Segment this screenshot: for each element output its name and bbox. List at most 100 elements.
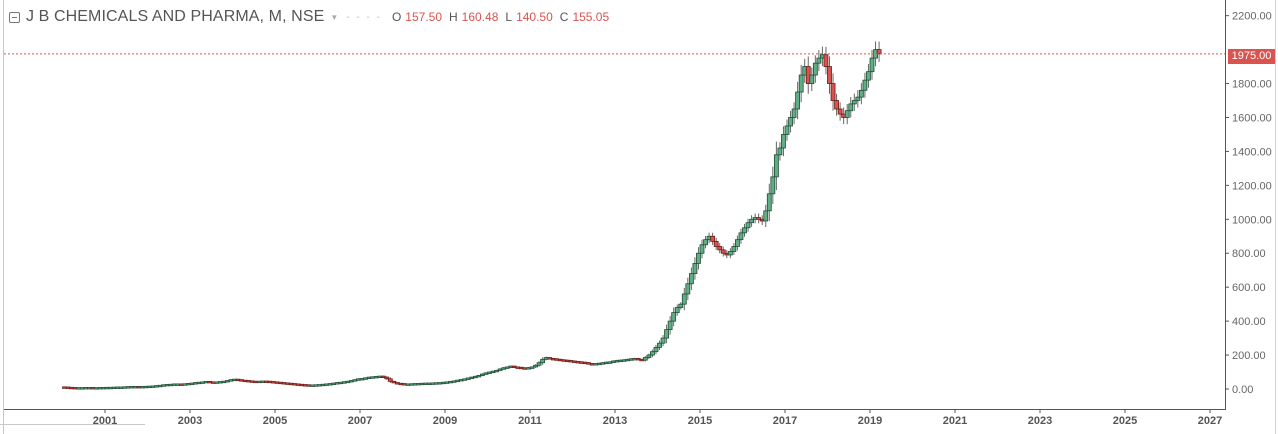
candle-up xyxy=(858,89,864,98)
candle-up xyxy=(692,263,698,275)
candle-up xyxy=(862,79,868,91)
x-tick-label: 2013 xyxy=(603,415,627,427)
candle-up xyxy=(727,251,733,256)
x-tick-label: 2007 xyxy=(348,415,372,427)
candle-up xyxy=(795,91,801,110)
candle-up xyxy=(653,347,659,353)
ohlc-close-value: 155.05 xyxy=(572,10,610,24)
candle-up xyxy=(749,218,754,224)
x-tick-label: 2027 xyxy=(1198,415,1222,427)
candle-up xyxy=(773,154,779,178)
candle-up xyxy=(540,358,546,364)
indicator-placeholder: - - - - xyxy=(346,11,382,23)
candle-up xyxy=(642,357,648,361)
candle-up xyxy=(745,222,751,229)
candle-up xyxy=(529,366,535,369)
candle-up xyxy=(812,62,818,76)
right-edge-border xyxy=(1275,0,1276,434)
candle-up xyxy=(798,74,804,93)
candle-up xyxy=(869,57,875,73)
ohlc-open-label: O xyxy=(391,10,402,24)
candle-up xyxy=(766,193,772,212)
x-tick-label: 2017 xyxy=(773,415,797,427)
candle-up xyxy=(791,108,797,118)
candles xyxy=(62,41,882,390)
candle-up xyxy=(688,273,694,285)
candle-up xyxy=(763,210,769,222)
y-tick-label: 1400.00 xyxy=(1232,146,1272,158)
candle-up xyxy=(681,293,687,305)
y-tick-label: 2200.00 xyxy=(1232,11,1272,23)
ohlc-low-value: 140.50 xyxy=(516,10,553,24)
candle-down xyxy=(717,246,723,251)
symbol-title[interactable]: J B CHEMICALS AND PHARMA, M, NSE xyxy=(26,8,325,25)
x-axis[interactable]: 2001 2003 2005 2007 2009 2011 2013 2015 2017 2019… xyxy=(93,409,1222,427)
x-tick-label: 2021 xyxy=(943,415,967,427)
candle-up xyxy=(476,375,482,378)
ohlc-high-value: 160.48 xyxy=(461,10,499,24)
y-tick-label: 1800.00 xyxy=(1232,79,1272,91)
candle-up xyxy=(678,303,684,308)
y-tick-label: 400.00 xyxy=(1232,316,1266,328)
candle-down xyxy=(710,235,716,242)
x-tick-label: 2011 xyxy=(518,415,542,427)
candle-up xyxy=(788,117,793,127)
candle-down xyxy=(827,66,832,84)
candle-down xyxy=(713,240,719,247)
y-tick-label: 800.00 xyxy=(1232,248,1266,260)
candle-up xyxy=(660,337,666,344)
ohlc-high-label: H xyxy=(449,10,458,24)
y-axis[interactable]: 0.00 200.00 400.00 600.00 800.00 1000.00 1200.… xyxy=(1225,11,1272,396)
current-price-tag: 1975.00 xyxy=(1228,49,1275,64)
ohlc-open-value: 157.50 xyxy=(405,10,442,24)
candle-up xyxy=(685,283,691,295)
x-tick-label: 2001 xyxy=(93,415,117,427)
candle-up xyxy=(777,147,783,156)
candle-up xyxy=(646,354,652,359)
candle-up xyxy=(816,57,822,64)
x-tick-label: 2023 xyxy=(1028,415,1052,427)
candle-down xyxy=(834,100,839,110)
candle-up xyxy=(855,96,861,101)
candle-up xyxy=(699,244,705,254)
candle-up xyxy=(494,369,499,373)
x-tick-label: 2005 xyxy=(263,415,287,427)
y-tick-label: 0.00 xyxy=(1232,384,1253,396)
x-tick-label: 2003 xyxy=(178,415,202,427)
y-tick-label: 1600.00 xyxy=(1232,112,1272,124)
candle-up xyxy=(480,373,485,376)
x-tick-label: 2015 xyxy=(688,415,712,427)
candle-up xyxy=(809,74,815,84)
ohlc-low-label: L xyxy=(505,10,513,24)
candle-down xyxy=(720,249,726,254)
candle-up xyxy=(770,176,776,195)
candle-up xyxy=(848,103,854,112)
x-tick-label: 2009 xyxy=(433,415,457,427)
chart-legend: J B CHEMICALS AND PHARMA, M, NSE ▼ - - -… xyxy=(9,7,616,27)
y-tick-label: 1000.00 xyxy=(1232,214,1272,226)
collapse-icon[interactable] xyxy=(9,11,20,23)
bottom-scrollbar[interactable] xyxy=(0,424,145,425)
y-tick-label: 200.00 xyxy=(1232,350,1266,362)
candle-up xyxy=(784,125,790,135)
candle-up xyxy=(664,329,669,339)
candle-down xyxy=(823,54,829,67)
x-tick-label: 2019 xyxy=(858,415,882,427)
candle-up xyxy=(497,368,503,371)
candle-up xyxy=(696,252,701,264)
candle-down xyxy=(756,217,762,220)
candle-up xyxy=(866,71,871,81)
candle-down xyxy=(387,378,393,382)
candle-up xyxy=(844,110,850,118)
chevron-down-icon[interactable]: ▼ xyxy=(330,12,339,22)
candle-up xyxy=(735,239,740,247)
candle-up xyxy=(657,342,662,348)
candle-up xyxy=(536,362,542,366)
candle-up xyxy=(674,307,680,314)
y-tick-label: 1200.00 xyxy=(1232,180,1272,192)
candle-down xyxy=(391,380,397,384)
ohlc-close-label: C xyxy=(559,10,569,24)
candle-up xyxy=(738,232,744,241)
candle-up xyxy=(731,246,737,252)
